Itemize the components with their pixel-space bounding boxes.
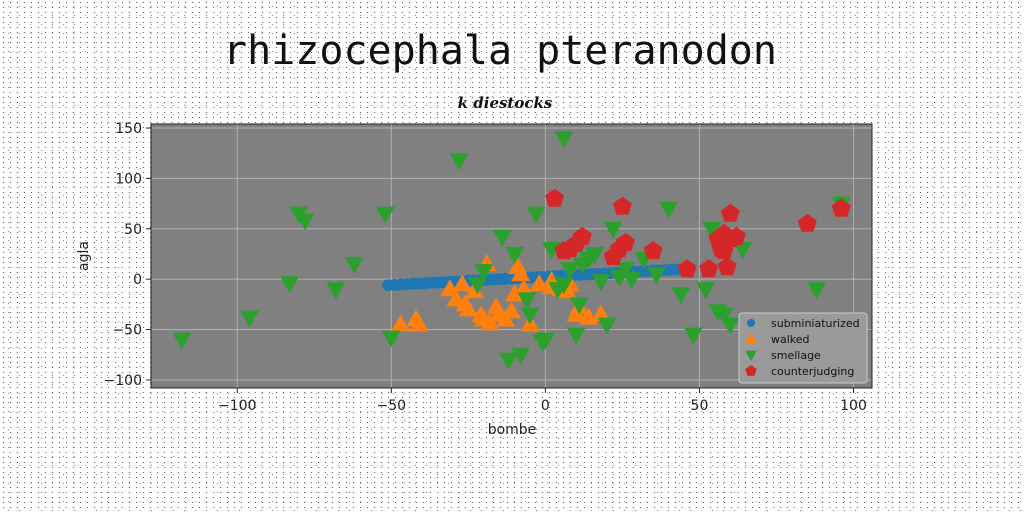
smellage-point — [326, 282, 346, 300]
legend-marker-smellage — [745, 350, 757, 361]
smellage-point — [520, 307, 540, 325]
legend-marker-walked — [745, 333, 757, 344]
walked-point — [514, 279, 534, 297]
walked-point — [480, 313, 500, 331]
chart-subtitle: k diestocks — [458, 94, 553, 112]
smellage-point — [554, 131, 574, 149]
smellage-point — [566, 327, 586, 345]
counterjudging-point — [612, 196, 632, 215]
counterjudging-point — [643, 241, 663, 260]
smellage-point — [585, 246, 605, 264]
smellage-point — [616, 262, 636, 280]
smellage-point — [492, 229, 512, 247]
chart-title: rhizocephala pteranodon — [223, 28, 777, 74]
smellage-point — [468, 277, 488, 295]
y-axis-label: agla — [76, 241, 92, 271]
smellage-point — [474, 264, 494, 282]
smellage-point — [526, 206, 546, 224]
smellage-point — [542, 241, 562, 259]
smellage-point — [702, 221, 722, 239]
smellage-point — [560, 262, 580, 280]
x-tick-label: 50 — [691, 398, 709, 414]
smellage-point — [517, 292, 537, 310]
counterjudging-point — [720, 203, 740, 222]
series-smellage — [172, 131, 851, 370]
legend-label-subminiaturized: subminiaturized — [771, 317, 860, 330]
y-tick-label: −100 — [104, 373, 142, 389]
legend-marker-counterjudging — [745, 365, 757, 376]
x-tick-label: 100 — [840, 398, 867, 414]
counterjudging-point — [831, 198, 851, 217]
legend: subminiaturized walked smellage counterjudg… — [738, 312, 868, 384]
smellage-point — [646, 267, 666, 285]
walked-point — [465, 281, 485, 299]
smellage-point — [733, 241, 753, 259]
walked-point — [508, 257, 528, 275]
smellage-point — [659, 201, 679, 219]
smellage-point — [375, 206, 395, 224]
y-tick-label: 100 — [115, 171, 142, 187]
smellage-point — [240, 310, 260, 328]
smellage-point — [449, 153, 469, 171]
y-axis-ticks: −100 −50 0 50 100 150 — [104, 121, 151, 389]
legend-box — [738, 312, 868, 384]
x-axis-ticks: −100 −50 0 50 100 — [218, 388, 867, 414]
smellage-point — [535, 332, 555, 350]
x-tick-label: −50 — [377, 398, 407, 414]
smellage-point — [720, 317, 740, 335]
plot-frame — [150, 123, 873, 389]
counterjudging-point — [699, 259, 719, 278]
y-tick-label: 0 — [133, 272, 142, 288]
smellage-point — [172, 332, 192, 350]
y-tick-label: 50 — [124, 222, 142, 238]
smellage-point — [683, 327, 703, 345]
counterjudging-point — [797, 213, 817, 232]
y-tick-label: −50 — [112, 323, 142, 339]
smellage-point — [498, 352, 518, 370]
smellage-point — [381, 330, 401, 348]
walked-point — [446, 289, 466, 307]
walked-point — [458, 299, 478, 317]
y-tick-label: 150 — [115, 121, 142, 137]
counterjudging-point — [677, 259, 697, 278]
legend-label-walked: walked — [771, 333, 810, 346]
counterjudging-point — [616, 232, 635, 251]
legend-label-smellage: smellage — [771, 349, 821, 362]
counterjudging-point — [572, 226, 592, 245]
smellage-point — [554, 277, 574, 295]
counterjudging-point — [717, 257, 737, 276]
counterjudging-point — [545, 188, 565, 207]
series-counterjudging — [545, 188, 851, 278]
smellage-point — [295, 213, 315, 231]
walked-point — [502, 301, 521, 319]
smellage-point — [569, 297, 589, 315]
smellage-point — [622, 272, 642, 290]
walked-point — [409, 314, 429, 332]
smellage-point — [714, 307, 734, 325]
smellage-point — [603, 221, 623, 239]
legend-label-counterjudging: counterjudging — [771, 365, 854, 378]
legend-marker-subminiaturized — [747, 319, 755, 327]
smellage-point — [696, 282, 716, 300]
smellage-point — [591, 274, 611, 292]
data-points — [172, 131, 851, 370]
smellage-point — [597, 317, 617, 335]
walked-point — [505, 284, 525, 302]
smellage-point — [280, 276, 300, 294]
walked-point — [452, 274, 472, 292]
counterjudging-point — [726, 226, 746, 245]
smellage-point — [671, 287, 691, 305]
smellage-point — [505, 246, 525, 264]
smellage-point — [511, 347, 531, 365]
walked-point — [391, 314, 411, 332]
x-tick-label: 0 — [541, 398, 550, 414]
x-tick-label: −100 — [218, 398, 256, 414]
x-axis-label: bombe — [488, 422, 537, 438]
walked-point — [591, 304, 611, 322]
smellage-point — [344, 257, 364, 275]
smellage-point — [807, 282, 827, 300]
